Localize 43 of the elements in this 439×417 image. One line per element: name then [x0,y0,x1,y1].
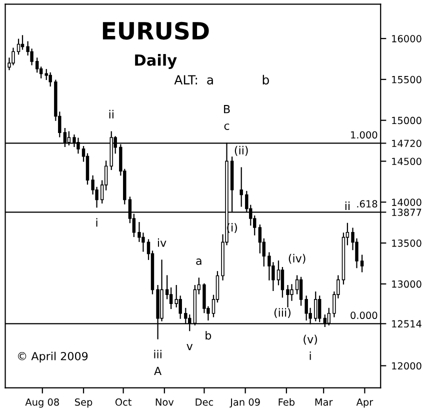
x-tick-label: Dec [196,398,214,406]
text: Daily [135,54,177,69]
annotation: © April 2009 [18,352,88,362]
x-tick-label: Feb [278,398,295,406]
x-tick-label: Oct [115,398,132,406]
x-tick-label: Apr [356,398,374,408]
annotation: ii [109,110,114,118]
y-tick-label: 13000 [392,280,422,288]
x-tick-label: Mar [315,398,333,406]
annotation: a [196,258,202,265]
y-tick-label: 15500 [392,76,422,84]
annotation: b [206,331,212,340]
annotation: v [186,344,193,350]
annotation: (iv) [288,254,306,264]
annotation: (v) [304,334,317,345]
y-tick-label: 12000 [392,362,422,370]
annotation: i [96,218,98,227]
annotation: B [224,105,230,114]
y-tick-label: 12514 [392,320,422,328]
y-tick-label: 14500 [392,158,422,166]
annotation: i [310,351,311,360]
y-tick-label: 14720 [392,140,422,148]
x-tick-label: Jan 09 [230,398,260,408]
y-tick-label: 15000 [392,116,422,124]
annotation: iii [154,350,162,358]
annotation: (iii) [274,308,290,318]
y-tick-label: 13500 [392,240,422,247]
annotation: ii [345,202,350,210]
annotation: 0.000 [350,312,378,320]
annotation: c [224,124,230,130]
y-tick-label: 14000 [392,198,422,206]
text: EURUSD [102,22,209,40]
x-tick-label: Aug 08 [25,398,59,408]
annotation: ALT: a b [174,74,269,85]
annotation: 1.000 [351,131,378,139]
x-tick-label: Sep [75,398,92,408]
y-tick-label: 13877 [392,208,422,216]
annotation: (ii) [234,146,248,156]
annotation: A [154,366,162,375]
y-tick-label: 16000 [392,35,422,42]
annotation: iv [158,238,166,247]
annotation: .618 [357,200,378,208]
x-tick-label: Nov [156,398,174,406]
